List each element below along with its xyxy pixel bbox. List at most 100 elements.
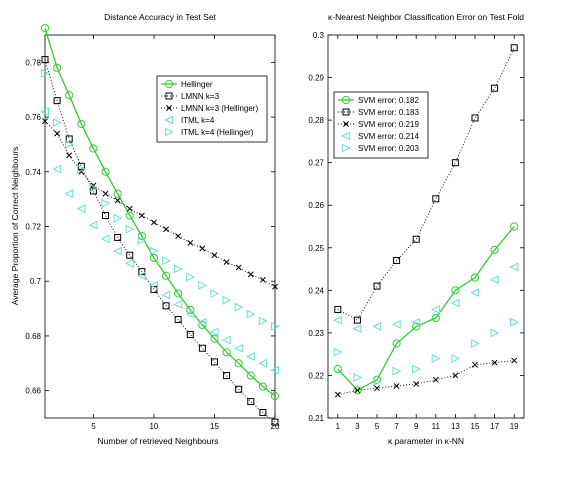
data-point bbox=[452, 372, 459, 379]
data-point bbox=[412, 235, 420, 243]
legend-marker bbox=[164, 79, 174, 89]
data-point bbox=[113, 213, 123, 223]
chart-title: Distance Accuracy in Test Set bbox=[104, 12, 216, 22]
series-svm-error-0-214 bbox=[333, 262, 519, 334]
data-point bbox=[234, 302, 244, 312]
data-point bbox=[185, 309, 195, 319]
data-point bbox=[392, 366, 402, 376]
y-tick-label: 0.29 bbox=[308, 74, 324, 83]
data-point bbox=[412, 322, 421, 331]
data-point bbox=[432, 376, 439, 383]
legend-marker bbox=[164, 127, 174, 137]
data-point bbox=[271, 418, 279, 426]
data-point-stroke bbox=[42, 118, 48, 125]
x-tick-label: 5 bbox=[375, 422, 380, 431]
series-svm-error-0-182 bbox=[333, 222, 519, 395]
y-tick-label: 0.72 bbox=[25, 223, 41, 232]
data-point bbox=[138, 268, 146, 276]
data-point bbox=[333, 364, 342, 374]
legend-marker-stroke bbox=[343, 121, 349, 127]
data-point bbox=[125, 259, 134, 268]
data-point bbox=[126, 251, 134, 259]
data-point bbox=[491, 359, 498, 366]
data-point bbox=[270, 321, 280, 331]
data-point-stroke bbox=[90, 182, 97, 189]
data-point bbox=[100, 234, 110, 244]
data-point-stroke bbox=[247, 271, 254, 278]
legend-label: SVM error: 0.182 bbox=[358, 96, 419, 105]
data-point bbox=[174, 264, 183, 274]
data-point bbox=[126, 205, 133, 212]
data-point bbox=[353, 316, 361, 324]
data-point bbox=[413, 381, 420, 387]
data-point bbox=[451, 286, 460, 295]
data-point bbox=[149, 246, 159, 256]
data-point-stroke bbox=[163, 226, 170, 233]
data-point-stroke bbox=[235, 264, 242, 271]
data-point bbox=[137, 235, 147, 245]
data-point bbox=[64, 189, 74, 199]
y-tick-label: 0.68 bbox=[25, 332, 41, 341]
data-point bbox=[491, 84, 499, 92]
data-point bbox=[334, 305, 342, 313]
data-point bbox=[112, 246, 122, 256]
legend-box bbox=[156, 75, 268, 143]
legend-marker bbox=[341, 95, 351, 105]
data-point bbox=[391, 319, 401, 329]
data-point bbox=[101, 198, 111, 208]
data-point bbox=[40, 68, 50, 78]
series-line bbox=[44, 120, 276, 288]
legend-label: ITML k=4 bbox=[181, 116, 215, 125]
data-point bbox=[197, 317, 207, 327]
data-point bbox=[393, 383, 400, 390]
data-point bbox=[392, 339, 401, 348]
data-point bbox=[210, 358, 218, 366]
data-point bbox=[235, 264, 242, 271]
data-point bbox=[234, 359, 243, 368]
data-point bbox=[259, 276, 266, 283]
legend-label: LMNN k=3 (Hellinger) bbox=[181, 104, 258, 113]
data-point bbox=[161, 271, 171, 280]
data-point-stroke bbox=[150, 219, 157, 226]
x-tick-label: 19 bbox=[510, 422, 519, 431]
data-point bbox=[223, 259, 230, 266]
data-point-stroke bbox=[432, 376, 439, 383]
data-point-stroke bbox=[223, 259, 230, 266]
data-point bbox=[199, 245, 206, 252]
data-point-stroke bbox=[334, 391, 341, 398]
data-point-stroke bbox=[138, 212, 145, 219]
y-tick-label: 0.78 bbox=[25, 58, 41, 67]
data-point bbox=[209, 327, 219, 337]
y-tick-label: 0.7 bbox=[30, 277, 42, 286]
data-point bbox=[41, 56, 49, 64]
data-point bbox=[210, 334, 219, 343]
data-point bbox=[187, 239, 194, 246]
data-point bbox=[432, 195, 440, 203]
data-point bbox=[53, 97, 61, 105]
plot-series bbox=[333, 44, 519, 398]
y-tick-label: 0.24 bbox=[308, 286, 324, 295]
x-tick-label: 13 bbox=[451, 422, 460, 431]
x-tick-label: 5 bbox=[91, 422, 96, 431]
data-point bbox=[77, 119, 86, 129]
y-tick-label: 0.25 bbox=[308, 244, 324, 253]
x-axis-title: Number of retrieved Neighbours bbox=[98, 436, 219, 446]
data-point bbox=[53, 63, 62, 72]
data-point bbox=[65, 91, 74, 100]
data-point bbox=[161, 290, 171, 300]
data-point bbox=[89, 187, 97, 195]
data-point bbox=[431, 313, 440, 323]
data-point bbox=[431, 354, 441, 363]
data-point-stroke bbox=[272, 283, 278, 290]
data-point bbox=[102, 212, 110, 220]
data-point-stroke bbox=[187, 239, 194, 246]
data-point bbox=[471, 114, 479, 122]
data-point bbox=[353, 386, 362, 395]
x-tick-label: 20 bbox=[271, 422, 280, 431]
data-point bbox=[223, 372, 231, 380]
data-point bbox=[472, 361, 478, 368]
data-point bbox=[246, 309, 256, 319]
data-point bbox=[77, 164, 87, 174]
data-point bbox=[150, 285, 158, 293]
series-itml-k-4 bbox=[40, 107, 280, 375]
